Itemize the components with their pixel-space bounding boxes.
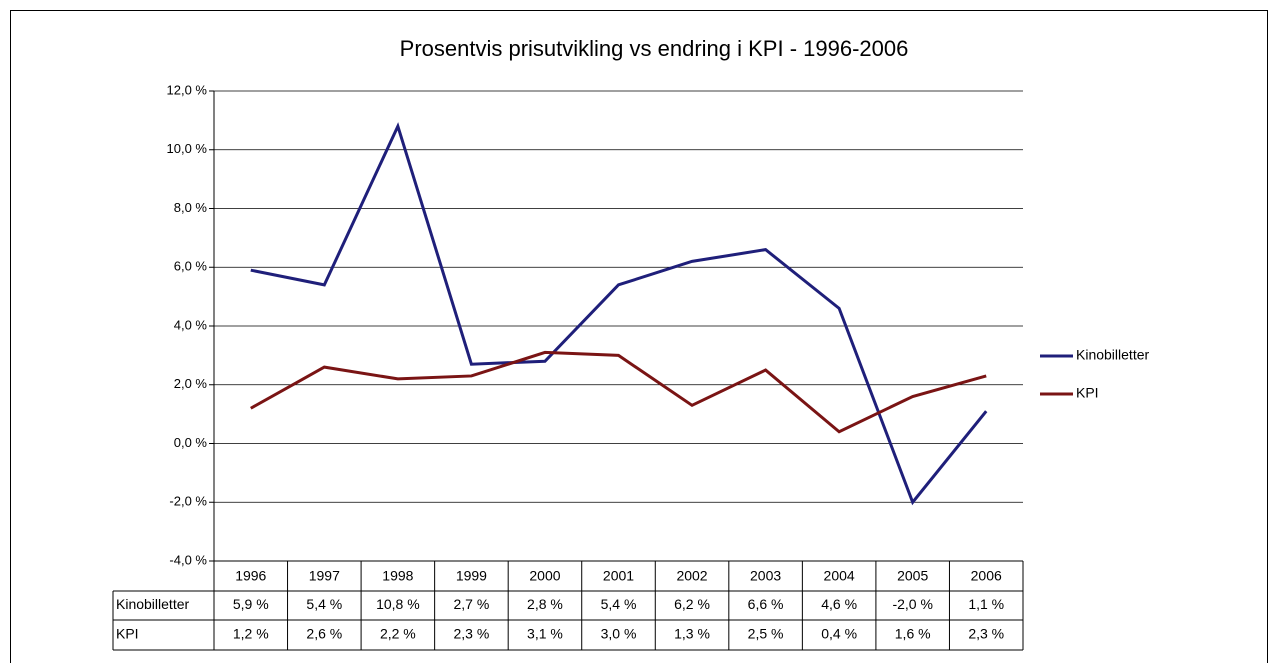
table-value: -2,0 % xyxy=(892,596,932,612)
table-value: 1,2 % xyxy=(233,626,269,642)
table-value: 3,0 % xyxy=(601,626,637,642)
table-value: 2,3 % xyxy=(454,626,490,642)
table-value: 6,2 % xyxy=(674,596,710,612)
y-tick-label: -4,0 % xyxy=(169,552,207,567)
y-tick-label: 8,0 % xyxy=(174,200,208,215)
table-row-label: KPI xyxy=(116,626,139,642)
x-tick-label: 1999 xyxy=(456,568,487,584)
table-value: 5,4 % xyxy=(601,596,637,612)
table-value: 10,8 % xyxy=(376,596,420,612)
table-value: 2,5 % xyxy=(748,626,784,642)
chart-frame xyxy=(10,10,1268,663)
legend-label: KPI xyxy=(1076,385,1099,401)
table-value: 6,6 % xyxy=(748,596,784,612)
x-tick-label: 2001 xyxy=(603,568,634,584)
table-value: 2,2 % xyxy=(380,626,416,642)
table-value: 5,9 % xyxy=(233,596,269,612)
table-value: 1,1 % xyxy=(968,596,1004,612)
table-value: 1,6 % xyxy=(895,626,931,642)
y-tick-label: 0,0 % xyxy=(174,435,208,450)
x-tick-label: 2003 xyxy=(750,568,781,584)
table-value: 4,6 % xyxy=(821,596,857,612)
table-value: 3,1 % xyxy=(527,626,563,642)
table-row-label: Kinobilletter xyxy=(116,596,189,612)
table-value: 2,3 % xyxy=(968,626,1004,642)
x-tick-label: 1997 xyxy=(309,568,340,584)
x-tick-label: 2000 xyxy=(529,568,560,584)
table-value: 2,8 % xyxy=(527,596,563,612)
table-value: 1,3 % xyxy=(674,626,710,642)
x-tick-label: 1996 xyxy=(235,568,266,584)
y-tick-label: 4,0 % xyxy=(174,317,208,332)
x-tick-label: 2006 xyxy=(971,568,1002,584)
table-value: 2,6 % xyxy=(306,626,342,642)
y-tick-label: 12,0 % xyxy=(167,82,208,97)
legend-label: Kinobilletter xyxy=(1076,347,1149,363)
y-tick-label: -2,0 % xyxy=(169,494,207,509)
y-tick-label: 10,0 % xyxy=(167,141,208,156)
y-tick-label: 2,0 % xyxy=(174,376,208,391)
table-value: 0,4 % xyxy=(821,626,857,642)
x-tick-label: 2002 xyxy=(676,568,707,584)
chart-title: Prosentvis prisutvikling vs endring i KP… xyxy=(400,36,909,61)
x-tick-label: 2005 xyxy=(897,568,928,584)
x-tick-label: 2004 xyxy=(824,568,855,584)
table-value: 5,4 % xyxy=(306,596,342,612)
table-value: 2,7 % xyxy=(454,596,490,612)
line-series xyxy=(250,122,988,506)
line-series xyxy=(250,350,987,434)
x-tick-label: 1998 xyxy=(382,568,413,584)
y-tick-label: 6,0 % xyxy=(174,259,208,274)
